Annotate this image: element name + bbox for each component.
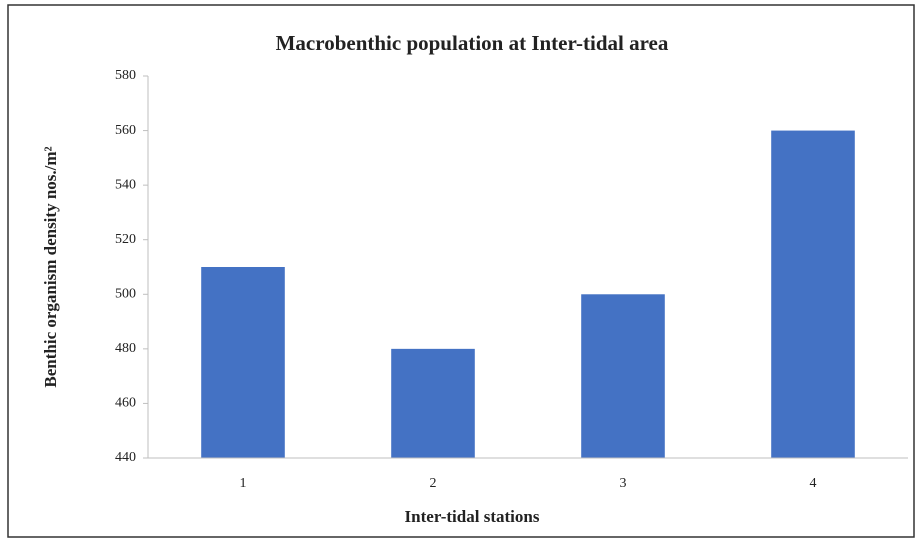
x-tick-label: 4	[810, 476, 817, 491]
y-tick-label: 580	[115, 68, 136, 83]
y-tick-label: 560	[115, 123, 136, 138]
y-tick-label: 540	[115, 177, 136, 192]
bar	[201, 267, 285, 458]
y-tick-label: 460	[115, 396, 136, 411]
x-tick-label: 2	[430, 476, 437, 491]
y-tick-label: 500	[115, 287, 136, 302]
x-tick-label: 1	[240, 476, 247, 491]
y-tick-label: 520	[115, 232, 136, 247]
y-tick-label: 440	[115, 450, 136, 465]
y-axis-title: Benthic organism density nos./m²	[41, 146, 60, 387]
chart-title: Macrobenthic population at Inter-tidal a…	[276, 31, 669, 55]
bar	[771, 130, 855, 459]
bar	[391, 348, 475, 458]
bar	[581, 294, 665, 458]
y-tick-label: 480	[115, 341, 136, 356]
x-axis-title: Inter-tidal stations	[405, 507, 540, 526]
x-tick-label: 3	[620, 476, 627, 491]
